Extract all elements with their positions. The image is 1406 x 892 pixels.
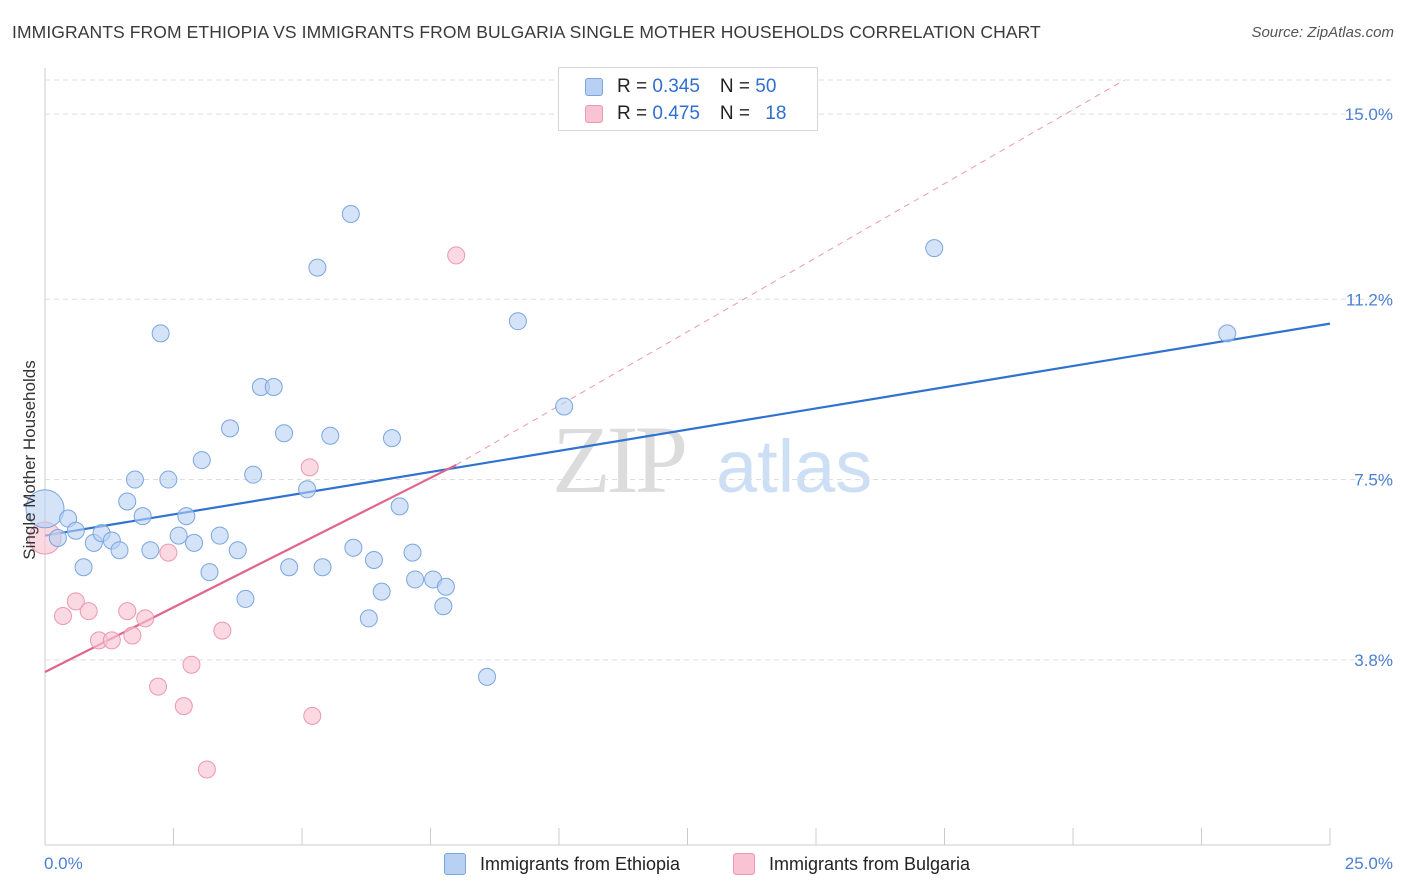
- bulgaria-point: [102, 631, 121, 650]
- legend-row-bulgaria: R = 0.475 N = 18: [585, 101, 786, 127]
- chart-title: IMMIGRANTS FROM ETHIOPIA VS IMMIGRANTS F…: [12, 22, 1041, 42]
- source-credit: Source: ZipAtlas.com: [1251, 24, 1394, 41]
- watermark-atlas: atlas: [716, 425, 872, 508]
- ethiopia-point: [169, 526, 188, 545]
- ethiopia-point: [177, 507, 196, 526]
- ethiopia-n-label: N =: [719, 76, 756, 97]
- bulgaria-trend-extension: [455, 79, 1125, 466]
- ethiopia-point: [66, 521, 85, 540]
- y-axis-title: Single Mother Households: [20, 360, 39, 559]
- bulgaria-point: [53, 606, 72, 625]
- ethiopia-point: [359, 609, 378, 628]
- ethiopia-point: [48, 529, 67, 548]
- bulgaria-point: [118, 602, 137, 621]
- bulgaria-r-value: 0.475: [652, 103, 700, 124]
- ethiopia-point: [1218, 324, 1237, 343]
- ethiopia-point: [151, 324, 170, 343]
- ethiopia-r-label: R =: [617, 76, 653, 97]
- watermark-zip: ZIP: [552, 406, 685, 513]
- trend-lines: [44, 79, 1331, 674]
- bulgaria-point: [303, 706, 322, 725]
- ethiopia-r-value: 0.345: [652, 76, 700, 97]
- correlation-legend: R = 0.345 N = 50 R = 0.475 N = 18: [558, 67, 818, 131]
- ethiopia-point: [110, 541, 129, 560]
- ethiopia-n-value: 50: [755, 76, 777, 97]
- y-tick-label: 7.5%: [1354, 471, 1393, 490]
- ethiopia-point: [141, 541, 160, 560]
- ethiopia-point: [508, 312, 527, 331]
- ethiopia-point: [434, 597, 453, 616]
- axes: [44, 68, 1331, 846]
- bulgaria-point: [213, 621, 232, 640]
- ethiopia-point: [159, 470, 178, 489]
- bulgaria-point: [79, 602, 98, 621]
- bulgaria-point: [66, 592, 85, 611]
- ethiopia-point: [133, 507, 152, 526]
- ethiopia-point: [372, 582, 391, 601]
- ethiopia-point: [74, 558, 93, 577]
- ethiopia-point: [925, 239, 944, 258]
- bulgaria-swatch: [585, 105, 603, 123]
- ethiopia-point: [555, 397, 574, 416]
- bottom-ethiopia-swatch: [444, 853, 466, 875]
- ethiopia-point: [390, 497, 409, 516]
- bottom-bulgaria-label: Immigrants from Bulgaria: [769, 853, 971, 874]
- grid: [45, 79, 1395, 661]
- y-tick-label: 11.2%: [1346, 290, 1393, 309]
- ethiopia-point: [236, 589, 255, 608]
- bulgaria-point: [174, 697, 193, 716]
- ethiopia-point: [185, 533, 204, 552]
- ethiopia-point: [118, 492, 137, 511]
- bulgaria-point: [136, 609, 155, 628]
- data-points: [25, 204, 1237, 779]
- ethiopia-point: [200, 563, 219, 582]
- bottom-ethiopia-label: Immigrants from Ethiopia: [480, 853, 681, 874]
- bulgaria-point: [197, 760, 216, 779]
- bottom-bulgaria-swatch: [733, 853, 755, 875]
- bulgaria-point: [182, 655, 201, 674]
- bulgaria-point: [447, 246, 466, 265]
- ethiopia-point: [244, 465, 263, 484]
- bottom-legend-ethiopia: Immigrants from Ethiopia: [444, 851, 680, 877]
- ethiopia-point: [321, 426, 340, 445]
- ethiopia-point: [25, 489, 65, 529]
- ethiopia-point: [341, 204, 360, 223]
- ethiopia-point: [308, 258, 327, 277]
- ethiopia-point: [364, 550, 383, 569]
- ethiopia-point: [382, 429, 401, 448]
- bulgaria-n-value: 18: [765, 103, 787, 124]
- bulgaria-point: [300, 458, 319, 477]
- bottom-legend-bulgaria: Immigrants from Bulgaria: [733, 851, 970, 877]
- ethiopia-point: [280, 558, 299, 577]
- ethiopia-point: [228, 541, 247, 560]
- tick-labels: 3.8% 7.5% 11.2% 15.0% 0.0% 25.0% Single Mother…: [20, 105, 1393, 873]
- x-tick-label-max: 25.0%: [1345, 854, 1393, 873]
- bulgaria-point: [149, 677, 168, 696]
- ethiopia-point: [478, 667, 497, 686]
- ethiopia-trend-line: [44, 322, 1331, 537]
- y-tick-label: 3.8%: [1354, 651, 1393, 670]
- ethiopia-point: [264, 377, 283, 396]
- x-tick-label-min: 0.0%: [44, 854, 83, 873]
- ethiopia-point: [344, 538, 363, 557]
- bulgaria-point: [123, 626, 142, 645]
- ethiopia-point: [406, 570, 425, 589]
- y-tick-label: 15.0%: [1345, 105, 1393, 124]
- watermark: ZIP atlas: [552, 406, 872, 513]
- ethiopia-point: [275, 424, 294, 443]
- bulgaria-point: [159, 543, 178, 562]
- legend-row-ethiopia: R = 0.345 N = 50: [585, 74, 776, 100]
- ethiopia-point: [298, 480, 317, 499]
- ethiopia-point: [436, 577, 455, 596]
- ethiopia-swatch: [585, 78, 603, 96]
- ethiopia-point: [221, 419, 240, 438]
- ethiopia-point: [210, 526, 229, 545]
- ethiopia-point: [313, 558, 332, 577]
- bulgaria-n-label: N =: [719, 103, 756, 124]
- ethiopia-point: [192, 451, 211, 470]
- ethiopia-point: [403, 543, 422, 562]
- bulgaria-r-label: R =: [617, 103, 653, 124]
- ethiopia-point: [125, 470, 144, 489]
